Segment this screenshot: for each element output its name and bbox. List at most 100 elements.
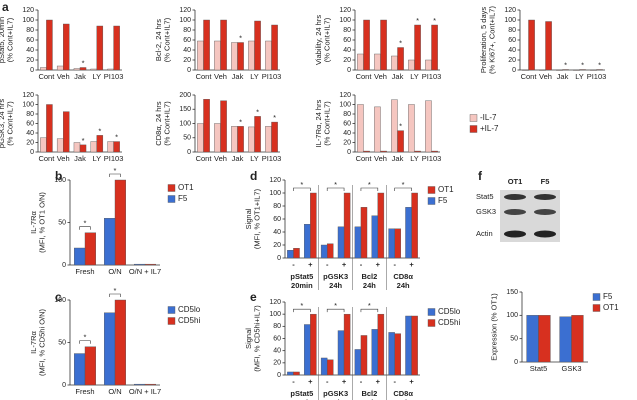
bar — [248, 40, 255, 71]
legend-label: OT1 — [178, 183, 194, 192]
bar — [107, 68, 114, 71]
y-axis-label: Viability, 24 hrs — [314, 15, 323, 65]
bar — [408, 104, 415, 153]
y-axis-label: Bcl-2, 24 hrs — [154, 19, 163, 61]
x-tick-label: - — [393, 260, 396, 269]
y-axis-label: Expression (% OT1) — [489, 293, 498, 361]
bar — [46, 19, 53, 71]
bar — [397, 47, 404, 71]
y-tick-label: 20 — [273, 242, 281, 249]
bar — [248, 126, 255, 153]
legend-swatch — [592, 293, 601, 301]
bar — [425, 100, 432, 153]
bar — [528, 19, 535, 71]
y-tick-label: 20 — [26, 139, 34, 146]
y-tick-label: 100 — [269, 190, 281, 197]
band — [534, 230, 556, 238]
y-tick-label: 120 — [504, 7, 516, 14]
bar — [304, 223, 311, 259]
bar — [63, 111, 70, 153]
significance-mark: * — [564, 60, 567, 69]
bar — [114, 179, 127, 266]
legend-label: OT1 — [603, 303, 619, 312]
y-axis-label: (% Cont+IL7) — [5, 101, 14, 146]
significance-mark: * — [399, 38, 402, 47]
bar — [397, 130, 404, 153]
bar — [522, 69, 529, 71]
legend-swatch — [167, 306, 176, 314]
bar — [113, 25, 120, 71]
y-tick-label: 100 — [269, 311, 281, 318]
bar — [56, 65, 64, 71]
y-tick-label: 40 — [26, 47, 34, 54]
legend-label: CD5lo — [438, 307, 461, 316]
group-label: pGSK3 — [323, 272, 348, 281]
bar — [79, 67, 87, 71]
y-axis-label: (MFI, % CD5hi O/N) — [37, 308, 46, 376]
significance-mark: * — [300, 180, 303, 189]
bar — [73, 353, 86, 386]
bar — [133, 263, 146, 266]
y-tick-label: 40 — [343, 130, 351, 137]
significance-mark: * — [115, 133, 118, 142]
bar — [271, 24, 278, 71]
western-blot: OT1 F5 Stat5 GSK3 Actin — [476, 177, 560, 242]
y-axis-label: (% Cont+IL7) — [5, 17, 14, 62]
y-tick-label: 200 — [179, 92, 191, 99]
y-axis-label: Signal — [244, 328, 253, 349]
bar — [203, 99, 210, 153]
y-tick-label: 40 — [273, 348, 281, 355]
y-tick-label: 120 — [339, 92, 351, 99]
bar — [40, 137, 47, 153]
x-tick-label: Veh — [374, 72, 387, 81]
y-axis-label: pGSK3, 24 hrs — [0, 99, 6, 148]
band — [534, 209, 556, 215]
x-tick-label: + — [409, 260, 414, 269]
bar — [431, 24, 438, 71]
lane-label: F5 — [541, 177, 550, 186]
bar — [310, 192, 317, 259]
y-tick-label: 120 — [269, 177, 281, 184]
x-tick-label: Stat5 — [530, 364, 548, 373]
x-tick-label: PI103 — [262, 154, 282, 163]
bar — [73, 247, 86, 266]
y-axis-label: (MFI, % OT1 O/N) — [37, 192, 46, 253]
significance-bracket — [360, 187, 379, 191]
bar — [237, 42, 244, 71]
x-tick-label: Fresh — [75, 387, 94, 396]
legend-swatch — [427, 186, 436, 194]
group-label: pStat5 — [290, 272, 313, 281]
y-axis-label: pStat5, 20min — [0, 17, 6, 63]
y-axis-label: (% Ki67+, Cont+IL7) — [487, 6, 496, 74]
y-tick-label: 0 — [347, 67, 351, 74]
panel-label: b — [55, 169, 62, 183]
x-tick-label: PI103 — [262, 72, 282, 81]
significance-mark: * — [334, 180, 337, 189]
panel-label: d — [250, 169, 257, 183]
y-tick-label: 100 — [179, 17, 191, 24]
x-tick-label: + — [308, 260, 313, 269]
panel-label: e — [250, 290, 257, 304]
bar — [144, 383, 157, 386]
bar — [337, 330, 345, 376]
bar — [254, 116, 261, 153]
panel-label: f — [478, 169, 483, 183]
legend-swatch — [469, 114, 478, 122]
row-label: Stat5 — [476, 192, 494, 201]
y-tick-label: 80 — [26, 27, 34, 34]
y-tick-label: 80 — [183, 27, 191, 34]
x-tick-label: LY — [250, 154, 259, 163]
bar — [79, 144, 87, 153]
y-tick-label: 80 — [26, 111, 34, 118]
y-tick-label: 150 — [179, 106, 191, 113]
x-tick-label: - — [393, 377, 396, 386]
bar — [411, 315, 418, 376]
bar — [357, 53, 364, 71]
legend-label: F5 — [178, 194, 188, 203]
y-tick-label: 40 — [183, 47, 191, 54]
significance-mark: * — [598, 60, 601, 69]
bar — [113, 141, 120, 153]
band — [504, 230, 526, 238]
bar — [271, 121, 278, 153]
y-tick-label: 40 — [508, 47, 516, 54]
